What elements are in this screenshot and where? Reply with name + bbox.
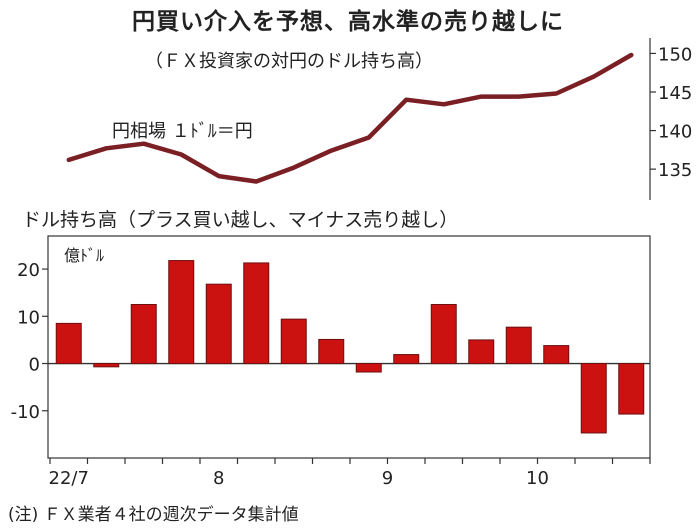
bar-y-tick-label: 0 xyxy=(29,355,40,376)
position-bar xyxy=(243,262,270,365)
exchange-rate-series-line xyxy=(66,52,634,184)
bar-unit-label: 億ﾄﾞﾙ xyxy=(64,246,105,265)
position-bar xyxy=(543,345,570,365)
bar-chart-x-ticks: 22/7 8 9 10 xyxy=(49,458,651,489)
exchange-rate-y-tick-label: 135 xyxy=(658,160,692,181)
bar-x-tick-label: 8 xyxy=(213,468,224,489)
exchange-rate-y-ticks: 135 140 145 150 xyxy=(650,44,692,181)
bar-x-tick-label: 22/7 xyxy=(49,468,89,489)
position-bar xyxy=(93,363,120,368)
bar-x-tick-label: 9 xyxy=(382,468,393,489)
position-bar xyxy=(168,260,195,365)
exchange-rate-y-tick-label: 150 xyxy=(658,44,692,65)
position-bar xyxy=(393,354,420,365)
position-bar xyxy=(130,303,157,365)
position-bar xyxy=(205,283,232,365)
position-bar xyxy=(430,303,457,365)
position-bar xyxy=(355,363,382,373)
position-bar xyxy=(618,363,645,415)
chart-subtitle: （ＦＸ投資家の対円のドル持ち高） xyxy=(145,51,433,72)
bar-chart-bars xyxy=(55,260,645,434)
bar-chart-y-ticks: 20 10 0 -10 xyxy=(11,260,48,423)
chart-title: 円買い介入を予想、高水準の売り越しに xyxy=(132,9,564,35)
position-bar xyxy=(55,322,82,365)
position-bar xyxy=(468,339,495,365)
exchange-rate-y-tick-label: 140 xyxy=(658,122,692,143)
dollar-position-label: ドル持ち高（プラス買い越し、マイナス売り越し） xyxy=(22,209,459,231)
footnote: (注) ＦＸ業者４社の週次データ集計値 xyxy=(8,505,299,525)
bar-y-tick-label: -10 xyxy=(11,402,40,423)
exchange-rate-line-chart: 135 140 145 150 xyxy=(66,38,692,200)
bar-y-tick-label: 10 xyxy=(17,307,40,328)
exchange-rate-label: 円相場 １ﾄﾞﾙ＝円 xyxy=(112,121,253,142)
bar-chart-frame xyxy=(47,235,651,459)
position-bar xyxy=(318,338,345,365)
position-bar xyxy=(505,326,532,365)
bar-y-tick-label: 20 xyxy=(17,260,40,281)
exchange-rate-y-tick-label: 145 xyxy=(658,83,692,104)
position-bar xyxy=(580,363,607,434)
bar-x-tick-label: 10 xyxy=(526,468,549,489)
position-bar xyxy=(280,318,307,365)
dollar-position-bar-chart: 20 10 0 -10 22/7 8 9 10 xyxy=(11,235,651,489)
